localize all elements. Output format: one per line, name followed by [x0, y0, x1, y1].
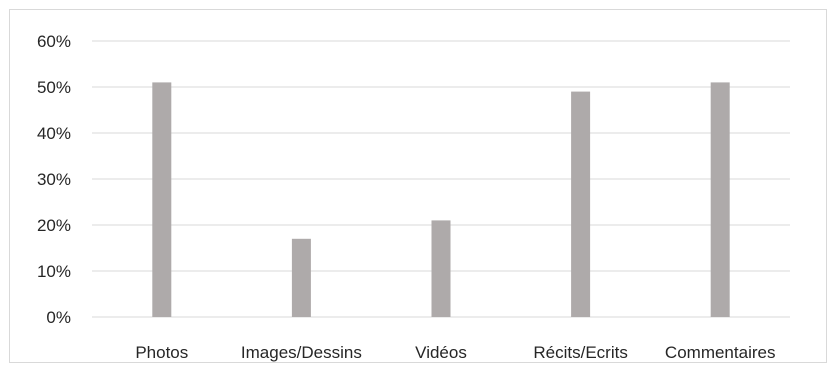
bar-photos [152, 82, 172, 318]
bar-r-cits-ecrits [571, 91, 591, 317]
y-tick-label: 60% [37, 32, 71, 51]
y-tick-label: 20% [37, 216, 71, 235]
y-tick-label: 0% [46, 308, 71, 327]
x-axis-tick-labels: Photos Images/Dessins Vidéos Récits/Ecrits C… [135, 343, 775, 362]
y-tick-label: 50% [37, 78, 71, 97]
y-axis-tick-labels: 0% 10% 20% 30% 40% 50% 60% [37, 32, 71, 327]
y-tick-label: 40% [37, 124, 71, 143]
gridlines [92, 40, 790, 318]
bar-images-dessins [291, 238, 311, 317]
y-tick-label: 10% [37, 262, 71, 281]
bar-commentaires [710, 82, 730, 318]
bar-vid-os [431, 220, 451, 317]
x-tick-label: Commentaires [665, 343, 776, 362]
x-tick-label: Récits/Ecrits [533, 343, 627, 362]
x-tick-label: Images/Dessins [241, 343, 362, 362]
bars [152, 82, 730, 318]
x-tick-label: Vidéos [415, 343, 467, 362]
chart-frame [9, 9, 827, 363]
y-tick-label: 30% [37, 170, 71, 189]
x-tick-label: Photos [135, 343, 188, 362]
